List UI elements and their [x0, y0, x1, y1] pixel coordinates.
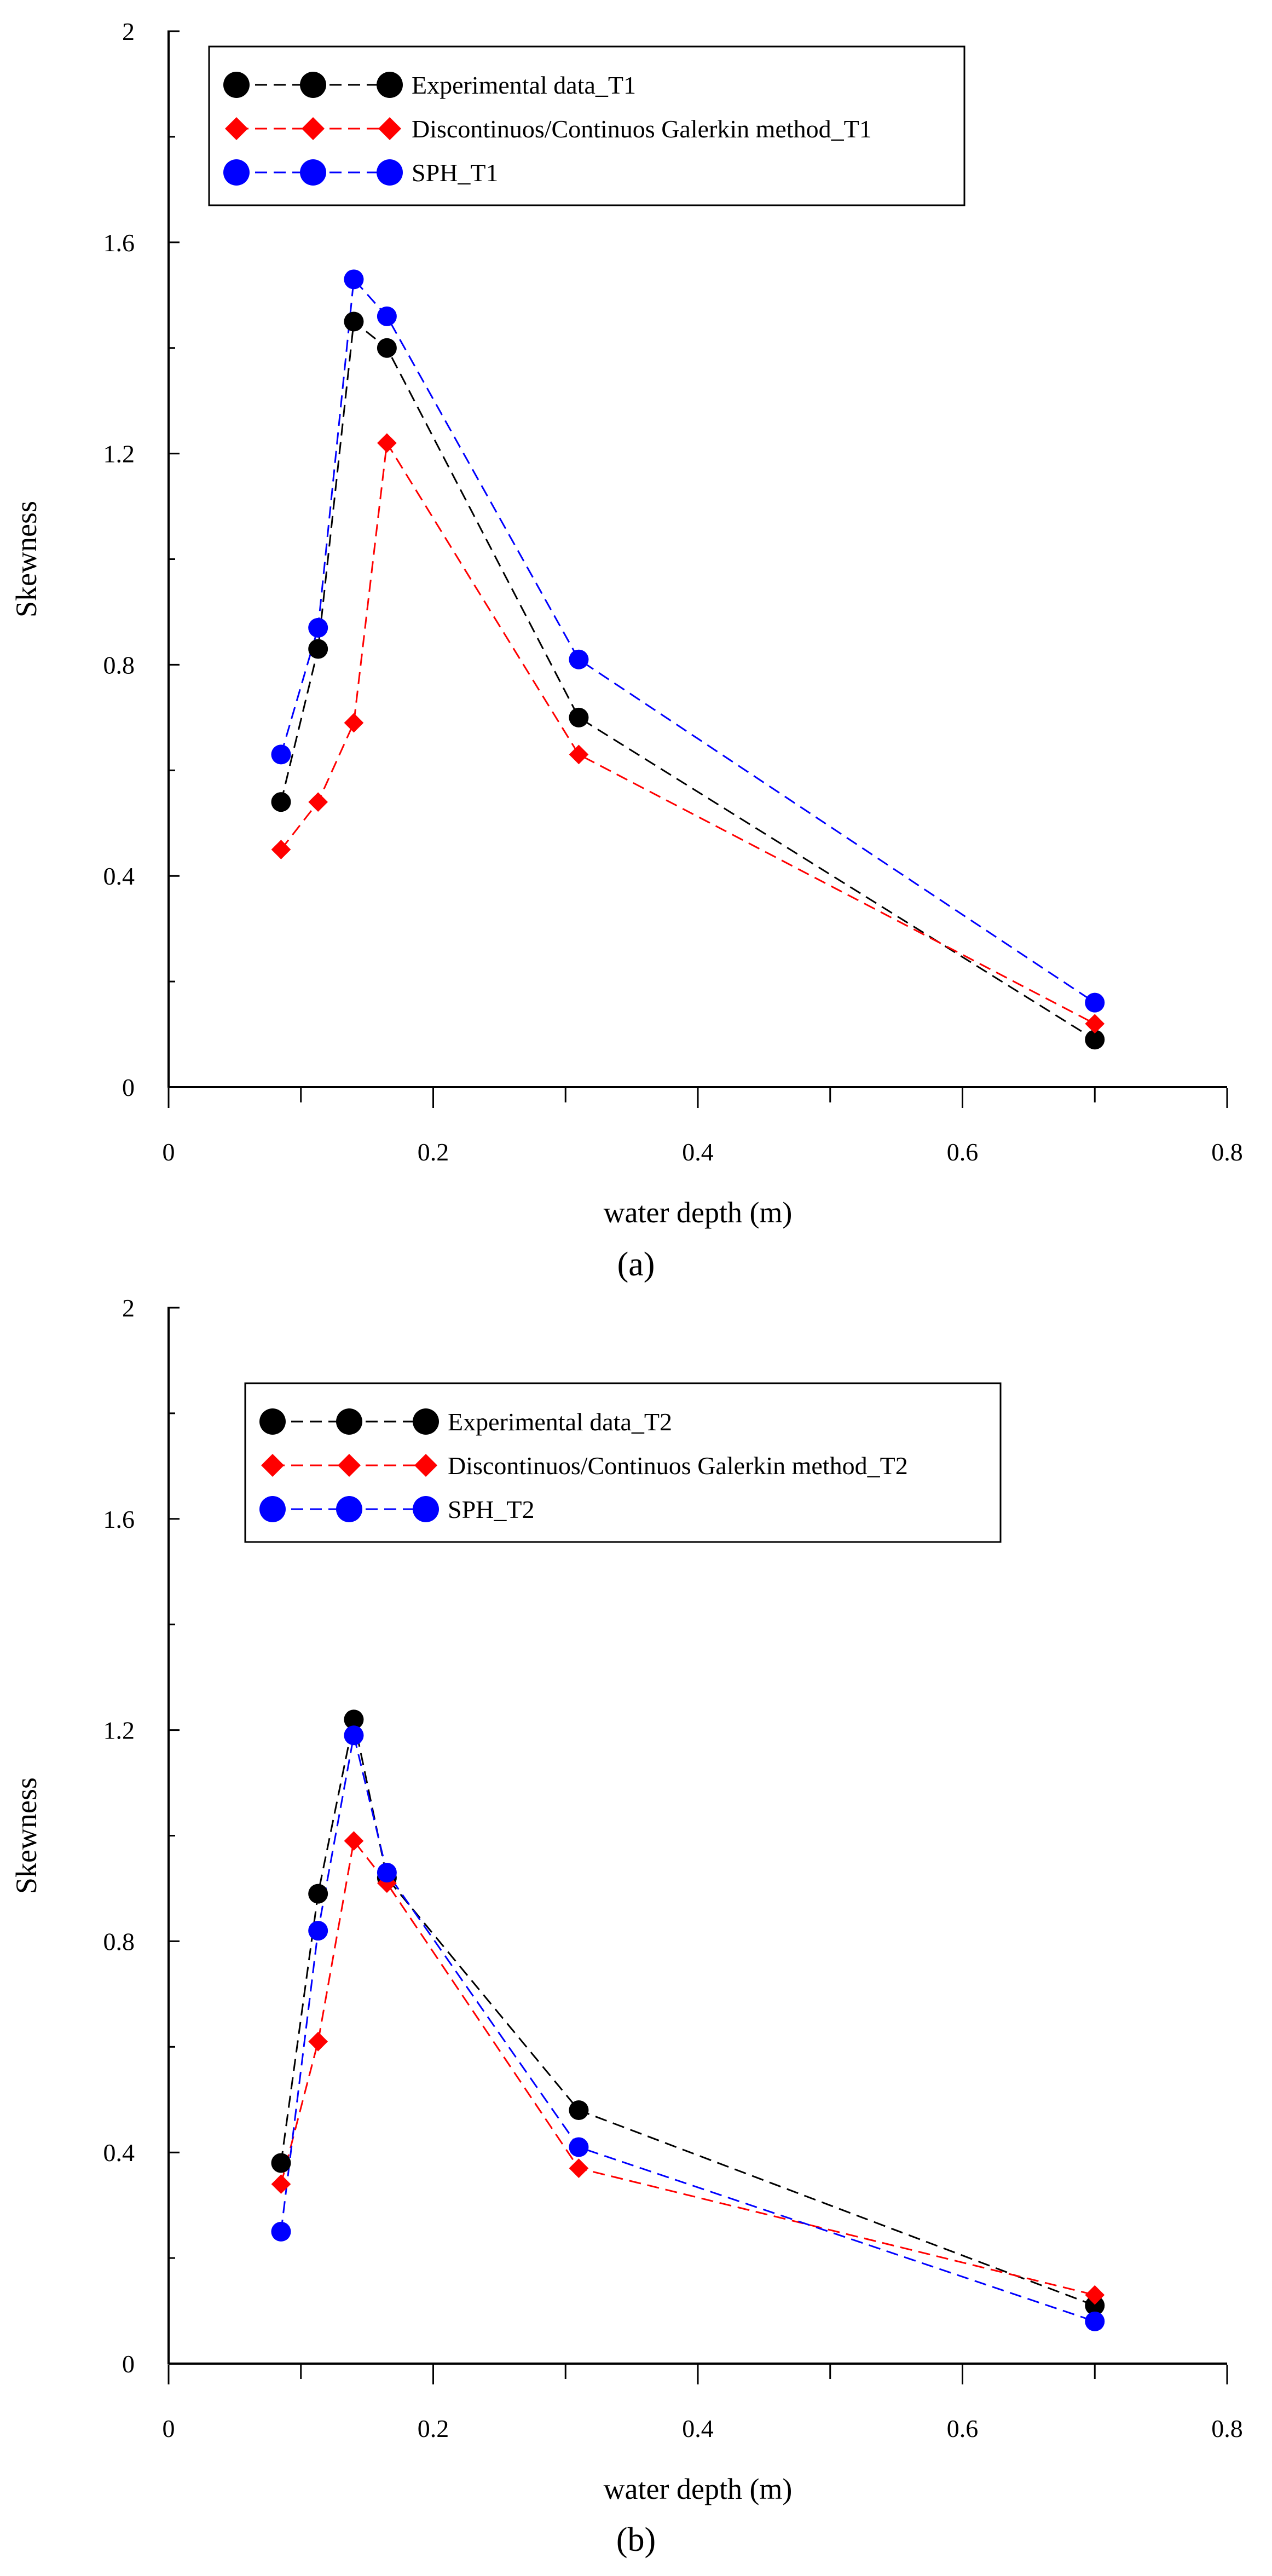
- data-point-series-2: [377, 433, 397, 453]
- x-tick-label: 0.8: [1211, 1138, 1243, 1166]
- y-axis-title: Skewness: [10, 501, 43, 617]
- legend-marker: [378, 117, 401, 140]
- data-point-series-3: [1085, 992, 1105, 1013]
- series-line-2: [280, 440, 1095, 1025]
- legend-entry-label: Discontinuos/Continuos Galerkin method_T…: [412, 115, 872, 143]
- legend-marker: [225, 117, 248, 140]
- legend-marker: [259, 1496, 286, 1522]
- x-tick-label: 0.4: [682, 1138, 714, 1166]
- legend-marker: [413, 1496, 439, 1522]
- legend-entry-label: SPH_T2: [448, 1495, 534, 1523]
- y-tick-label: 0.8: [103, 1927, 135, 1955]
- data-point-series-1: [344, 311, 364, 332]
- legend-marker: [377, 72, 403, 98]
- legend-marker: [300, 159, 326, 186]
- data-point-series-3: [1085, 2311, 1105, 2331]
- legend-marker: [413, 1408, 439, 1435]
- legend-marker: [223, 159, 250, 186]
- x-tick-label: 0.2: [418, 2415, 449, 2442]
- x-axis-title: water depth (m): [604, 2473, 793, 2505]
- legend-marker: [223, 72, 250, 98]
- legend-marker: [377, 159, 403, 186]
- data-point-series-1: [1085, 1030, 1105, 1050]
- data-point-series-1: [308, 1884, 328, 1904]
- data-point-series-3: [271, 744, 291, 765]
- y-tick-label: 1.2: [103, 1717, 135, 1745]
- data-point-series-3: [377, 306, 397, 326]
- data-point-series-3: [344, 1725, 364, 1746]
- data-point-series-1: [308, 639, 328, 659]
- y-tick-label: 0.4: [103, 2139, 135, 2167]
- y-tick-label: 1.6: [103, 1505, 135, 1533]
- y-tick-label: 0: [122, 1073, 135, 1101]
- data-point-series-2: [569, 744, 589, 765]
- legend-marker: [302, 117, 325, 140]
- x-axis-title: water depth (m): [604, 1196, 793, 1229]
- series-line-1: [280, 1719, 1095, 2307]
- legend-marker: [261, 1454, 284, 1477]
- legend-entry-label: Experimental data_T1: [412, 71, 636, 99]
- legend-marker: [259, 1408, 286, 1435]
- x-tick-label: 0: [163, 2415, 175, 2442]
- legend-marker: [414, 1454, 437, 1477]
- data-point-series-3: [569, 649, 589, 669]
- x-tick-label: 0.2: [418, 1138, 449, 1166]
- data-point-series-1: [569, 2100, 589, 2121]
- data-point-series-3: [271, 2221, 291, 2242]
- series-line-3: [280, 277, 1096, 1003]
- data-point-series-3: [308, 1921, 328, 1941]
- x-tick-label: 0.6: [947, 2415, 979, 2442]
- data-point-series-3: [377, 1863, 397, 1883]
- data-point-series-3: [344, 269, 364, 290]
- y-axis-title: Skewness: [10, 1777, 43, 1894]
- data-point-series-1: [1085, 2295, 1105, 2315]
- data-point-series-2: [1085, 2285, 1105, 2305]
- data-point-series-2: [271, 840, 291, 859]
- chart-panel-b: 0 0.4 0.8 1.2 1.6 2 0 0.2 0.4 0.6 0.8 water depth (…: [10, 1294, 1243, 2505]
- legend-marker: [338, 1454, 361, 1477]
- y-tick-label: 0.4: [103, 862, 135, 890]
- y-tick-label: 1.6: [103, 229, 135, 257]
- data-point-series-1: [271, 2153, 291, 2173]
- legend-entry-label: SPH_T1: [412, 159, 498, 187]
- data-point-series-2: [1085, 1014, 1105, 1034]
- legend-marker: [300, 72, 326, 98]
- legend-box: [208, 45, 965, 206]
- x-tick-label: 0: [163, 1138, 175, 1166]
- panel-a-label: (a): [617, 1246, 655, 1283]
- series-line-3: [280, 1735, 1095, 2323]
- data-point-series-3: [308, 617, 328, 638]
- legend-marker: [336, 1496, 362, 1522]
- y-tick-label: 1.2: [103, 440, 135, 468]
- legend-entry-label: Discontinuos/Continuos Galerkin method_T…: [448, 1452, 908, 1480]
- x-tick-label: 0.8: [1211, 2415, 1243, 2442]
- data-point-series-2: [271, 2174, 291, 2194]
- series-line-1: [280, 320, 1096, 1041]
- data-point-series-2: [308, 792, 328, 812]
- data-point-series-1: [377, 338, 397, 358]
- data-point-series-1: [569, 707, 589, 727]
- legend-box: [244, 1382, 1002, 1543]
- data-point-series-2: [344, 1831, 364, 1851]
- legend-marker: [336, 1408, 362, 1435]
- x-tick-label: 0.6: [947, 1138, 979, 1166]
- y-tick-label: 0.8: [103, 651, 135, 679]
- data-point-series-2: [344, 713, 364, 733]
- data-point-series-2: [569, 2158, 589, 2178]
- data-point-series-1: [344, 1709, 364, 1730]
- y-tick-label: 0: [122, 2350, 135, 2378]
- chart-panel-a: 0 0.4 0.8 1.2 1.6 2 0 0.2 0.4 0.6 0.8 water depth (…: [10, 18, 1243, 1229]
- data-point-series-1: [271, 792, 291, 812]
- data-point-series-3: [569, 2137, 589, 2157]
- y-tick-label: 2: [122, 18, 135, 45]
- y-tick-label: 2: [122, 1294, 135, 1322]
- x-tick-label: 0.4: [682, 2415, 714, 2442]
- panel-b-label: (b): [616, 2521, 656, 2558]
- data-point-series-2: [308, 2031, 328, 2052]
- series-line-2: [280, 1839, 1095, 2296]
- legend-entry-label: Experimental data_T2: [448, 1408, 672, 1436]
